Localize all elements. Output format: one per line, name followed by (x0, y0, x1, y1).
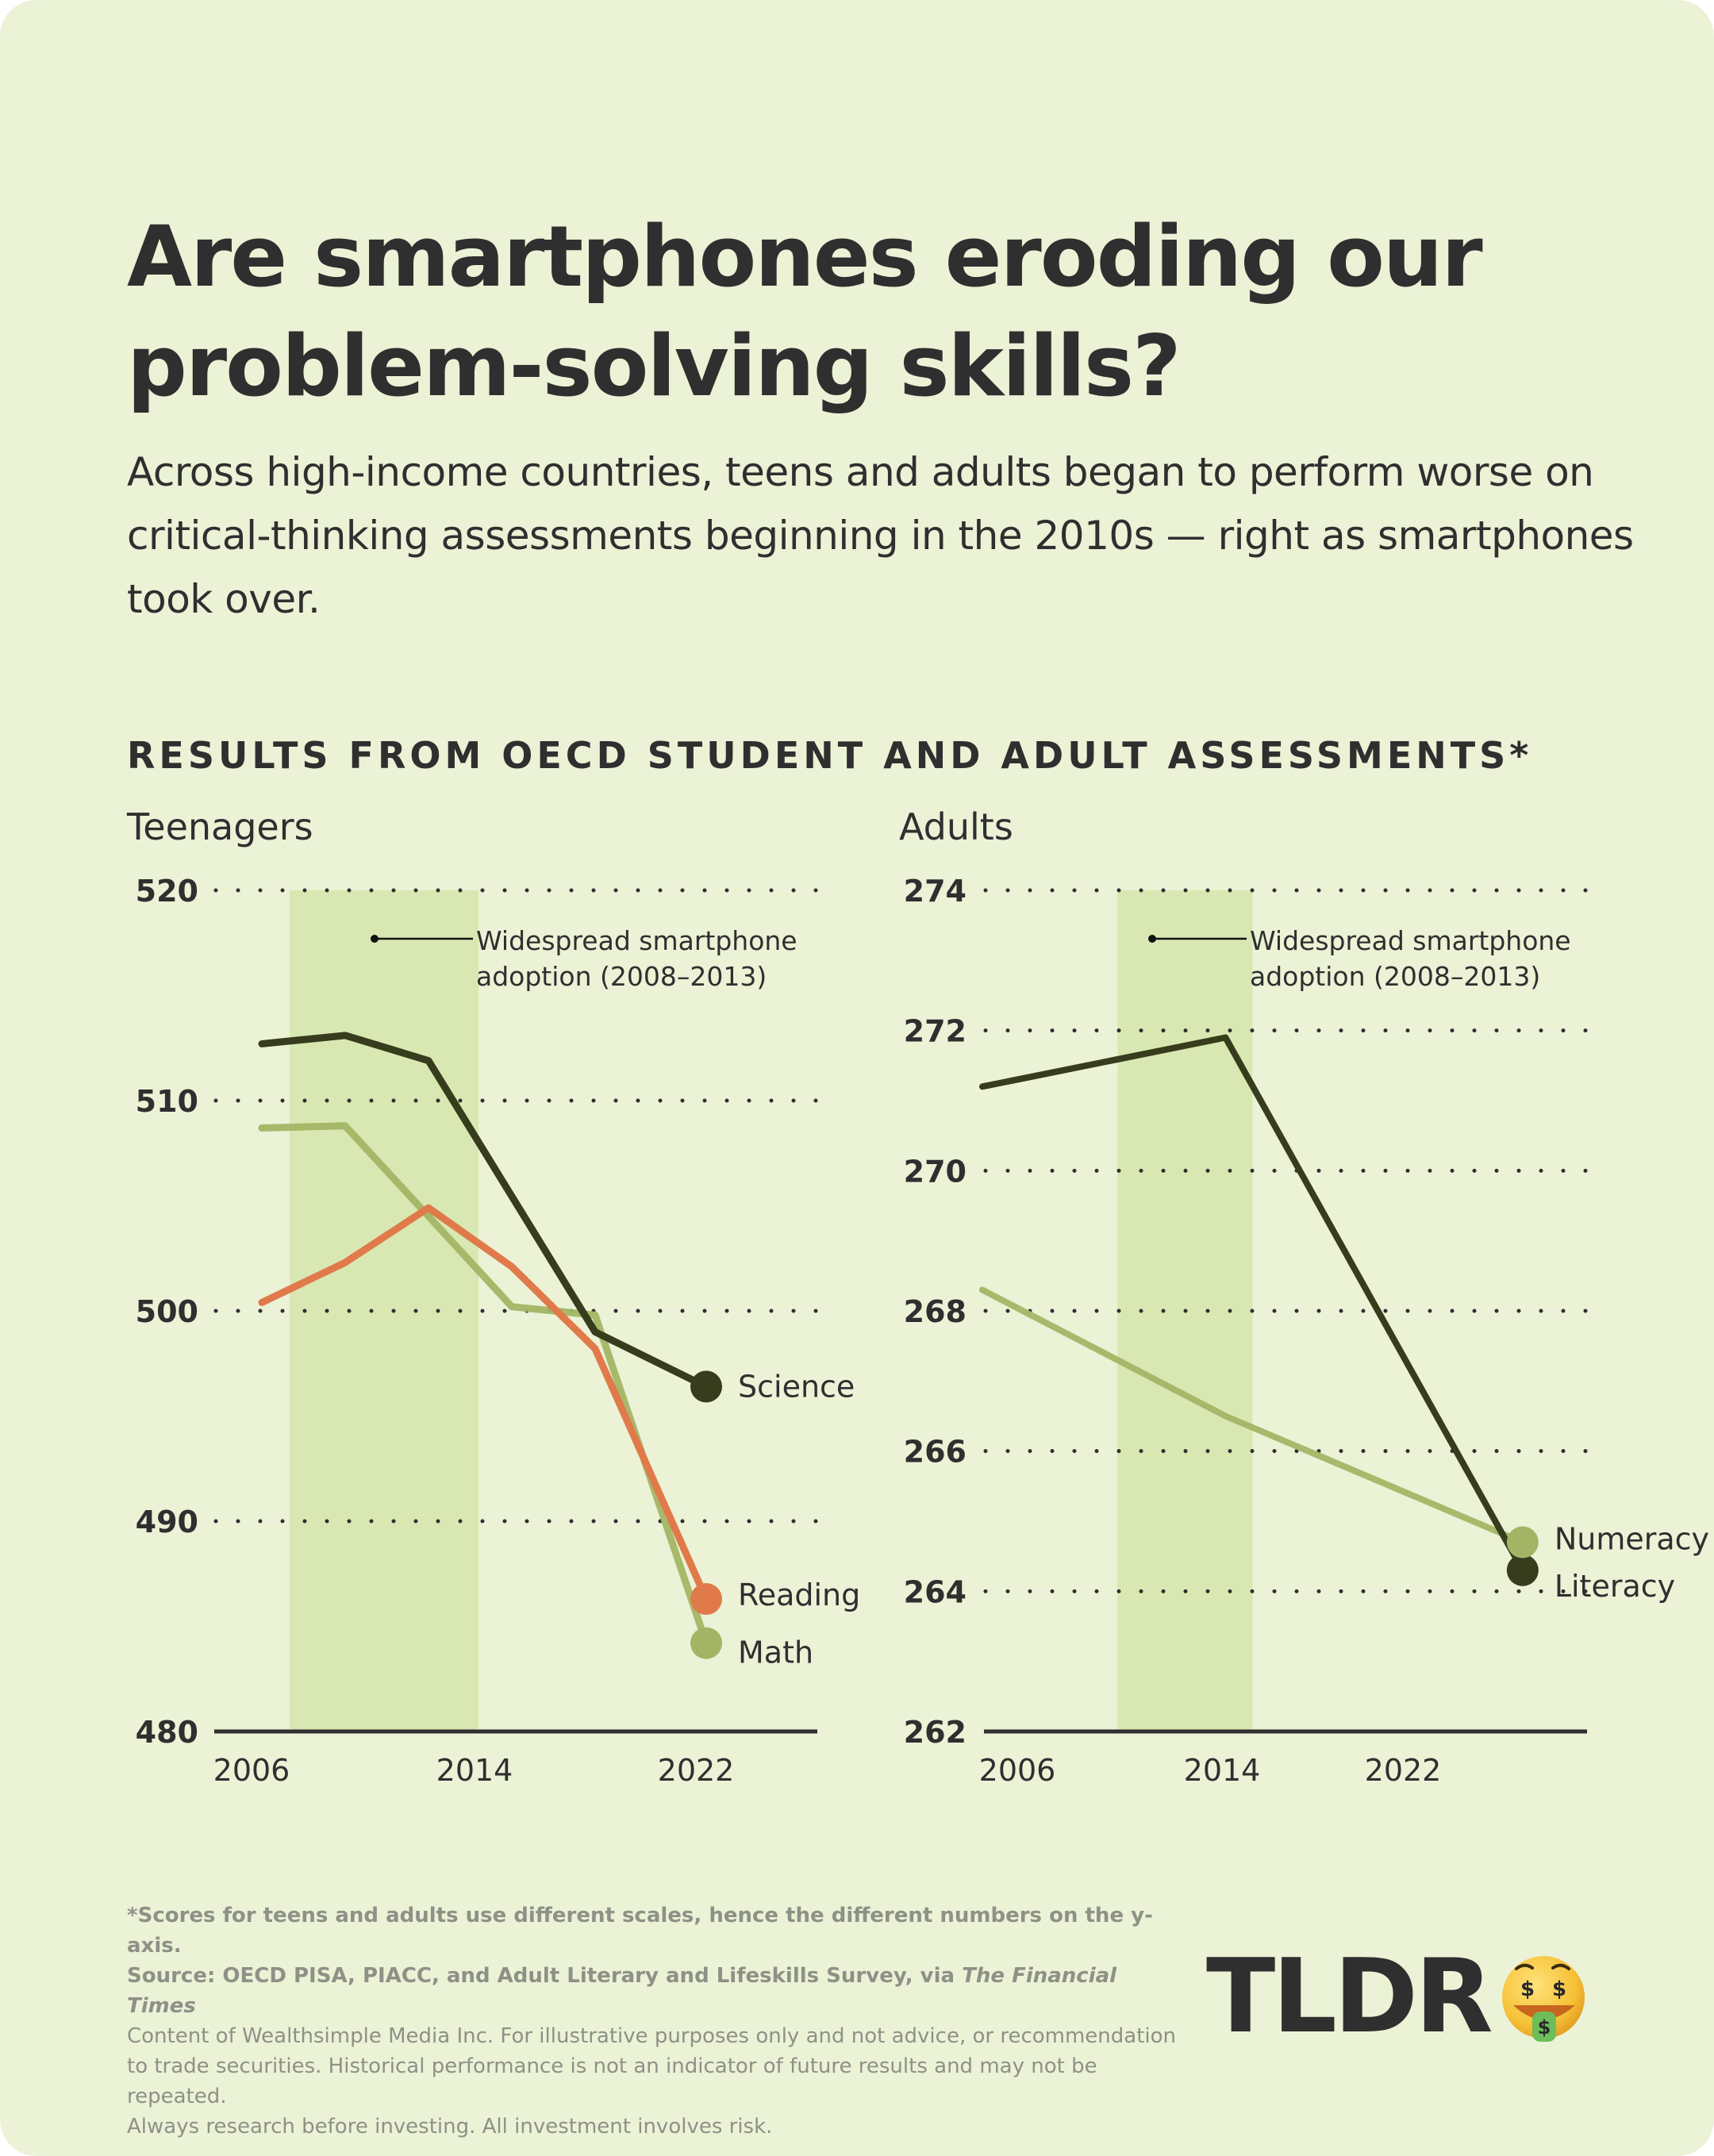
chart-adults: 262 264 266 268 270 272 274 2006 2014 2022 Widespr… (904, 874, 1709, 1788)
title-line-1: Are smartphones eroding our (127, 208, 1483, 306)
y-tick-label: 490 (136, 1505, 198, 1539)
series-label-science: Science (738, 1369, 855, 1404)
series-line-reading (258, 1204, 710, 1603)
panel-label-adults: Adults (899, 805, 1013, 848)
y-tick-label: 268 (904, 1294, 967, 1329)
x-tick-label: 2022 (658, 1753, 735, 1788)
svg-text:$: $ (1552, 1977, 1566, 2001)
y-tick-label: 520 (136, 874, 198, 909)
y-tick-label: 272 (904, 1014, 967, 1049)
end-marker-science (690, 1370, 722, 1403)
annotation-text: Widespread smartphone (476, 925, 797, 956)
subtitle: Across high-income countries, teens and … (127, 449, 1634, 622)
tldr-logo: TLDR (1206, 1938, 1493, 2056)
footer-disclaimer-1: Content of Wealthsimple Media Inc. For i… (127, 2024, 1177, 2048)
annotation-text: Widespread smartphone (1250, 925, 1571, 956)
footer-source-italic: The Financial Times (127, 1964, 1117, 2018)
end-marker-literacy (1506, 1554, 1539, 1586)
series-label-numeracy: Numeracy (1555, 1522, 1709, 1557)
series-label-reading: Reading (738, 1578, 860, 1612)
series-label-literacy: Literacy (1555, 1569, 1675, 1604)
y-tick-label: 264 (904, 1574, 967, 1609)
x-tick-label: 2006 (213, 1753, 290, 1788)
footer-disclaimer-2: to trade securities. Historical performa… (127, 2054, 1097, 2108)
annotation-text: adoption (2008–2013) (476, 961, 767, 992)
title-line-2: problem-solving skills? (127, 317, 1182, 415)
y-tick-label: 480 (136, 1715, 198, 1750)
money-mouth-face-icon: $ $ $ (1502, 1956, 1585, 2042)
footer-note: *Scores for teens and adults use differe… (127, 1904, 1153, 1958)
svg-text:$: $ (1538, 2016, 1551, 2039)
y-tick-label: 274 (904, 874, 967, 909)
end-marker-math (690, 1627, 722, 1659)
panel-label-teenagers: Teenagers (127, 805, 313, 848)
annotation-text: adoption (2008–2013) (1250, 961, 1540, 992)
end-marker-reading (690, 1583, 722, 1616)
section-heading: RESULTS FROM OECD STUDENT AND ADULT ASSE… (127, 734, 1533, 777)
x-tick-label: 2014 (436, 1753, 513, 1788)
series-line-numeracy (979, 1286, 1526, 1546)
y-tick-label: 500 (136, 1294, 198, 1329)
y-tick-label: 262 (904, 1715, 967, 1750)
series-line-literacy (979, 1034, 1526, 1574)
x-tick-label: 2022 (1365, 1753, 1442, 1788)
footer-source-prefix: Source: OECD PISA, PIACC, and Adult Lite… (127, 1964, 963, 1988)
x-tick-label: 2014 (1184, 1753, 1261, 1788)
x-tick-label: 2006 (979, 1753, 1056, 1788)
footer-disclaimer-3: Always research before investing. All in… (127, 2115, 773, 2139)
y-tick-label: 266 (904, 1435, 967, 1470)
footer: *Scores for teens and adults use differe… (127, 1900, 1190, 2142)
y-tick-label: 270 (904, 1154, 967, 1189)
series-label-math: Math (738, 1635, 813, 1670)
svg-text:$: $ (1520, 1977, 1535, 2001)
smartphone-adoption-band (290, 890, 478, 1731)
page-title: Are smartphones eroding our problem-solv… (127, 202, 1635, 421)
footer-source: Source: OECD PISA, PIACC, and Adult Lite… (127, 1961, 1190, 2021)
series-line-science (258, 1032, 710, 1390)
end-marker-numeracy (1506, 1526, 1539, 1558)
y-tick-label: 510 (136, 1084, 198, 1119)
chart-teenagers: 480 490 500 510 520 2006 2014 2022 Widespread sm… (136, 874, 861, 1788)
